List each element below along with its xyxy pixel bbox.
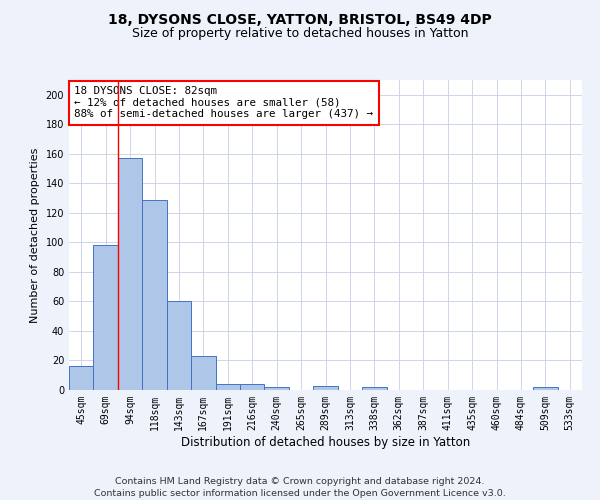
Bar — [362, 387, 386, 390]
Bar — [142, 200, 167, 390]
Bar — [118, 158, 142, 390]
Bar — [215, 384, 240, 390]
Text: Contains HM Land Registry data © Crown copyright and database right 2024.: Contains HM Land Registry data © Crown c… — [115, 477, 485, 486]
Bar — [69, 366, 94, 390]
Text: Size of property relative to detached houses in Yatton: Size of property relative to detached ho… — [132, 28, 468, 40]
Text: 18, DYSONS CLOSE, YATTON, BRISTOL, BS49 4DP: 18, DYSONS CLOSE, YATTON, BRISTOL, BS49 … — [108, 12, 492, 26]
Bar — [94, 246, 118, 390]
Text: Contains public sector information licensed under the Open Government Licence v3: Contains public sector information licen… — [94, 488, 506, 498]
Text: 18 DYSONS CLOSE: 82sqm
← 12% of detached houses are smaller (58)
88% of semi-det: 18 DYSONS CLOSE: 82sqm ← 12% of detached… — [74, 86, 373, 120]
Bar — [240, 384, 265, 390]
Bar — [167, 302, 191, 390]
Bar — [313, 386, 338, 390]
X-axis label: Distribution of detached houses by size in Yatton: Distribution of detached houses by size … — [181, 436, 470, 448]
Bar — [191, 356, 215, 390]
Bar — [533, 387, 557, 390]
Y-axis label: Number of detached properties: Number of detached properties — [30, 148, 40, 322]
Bar — [265, 387, 289, 390]
